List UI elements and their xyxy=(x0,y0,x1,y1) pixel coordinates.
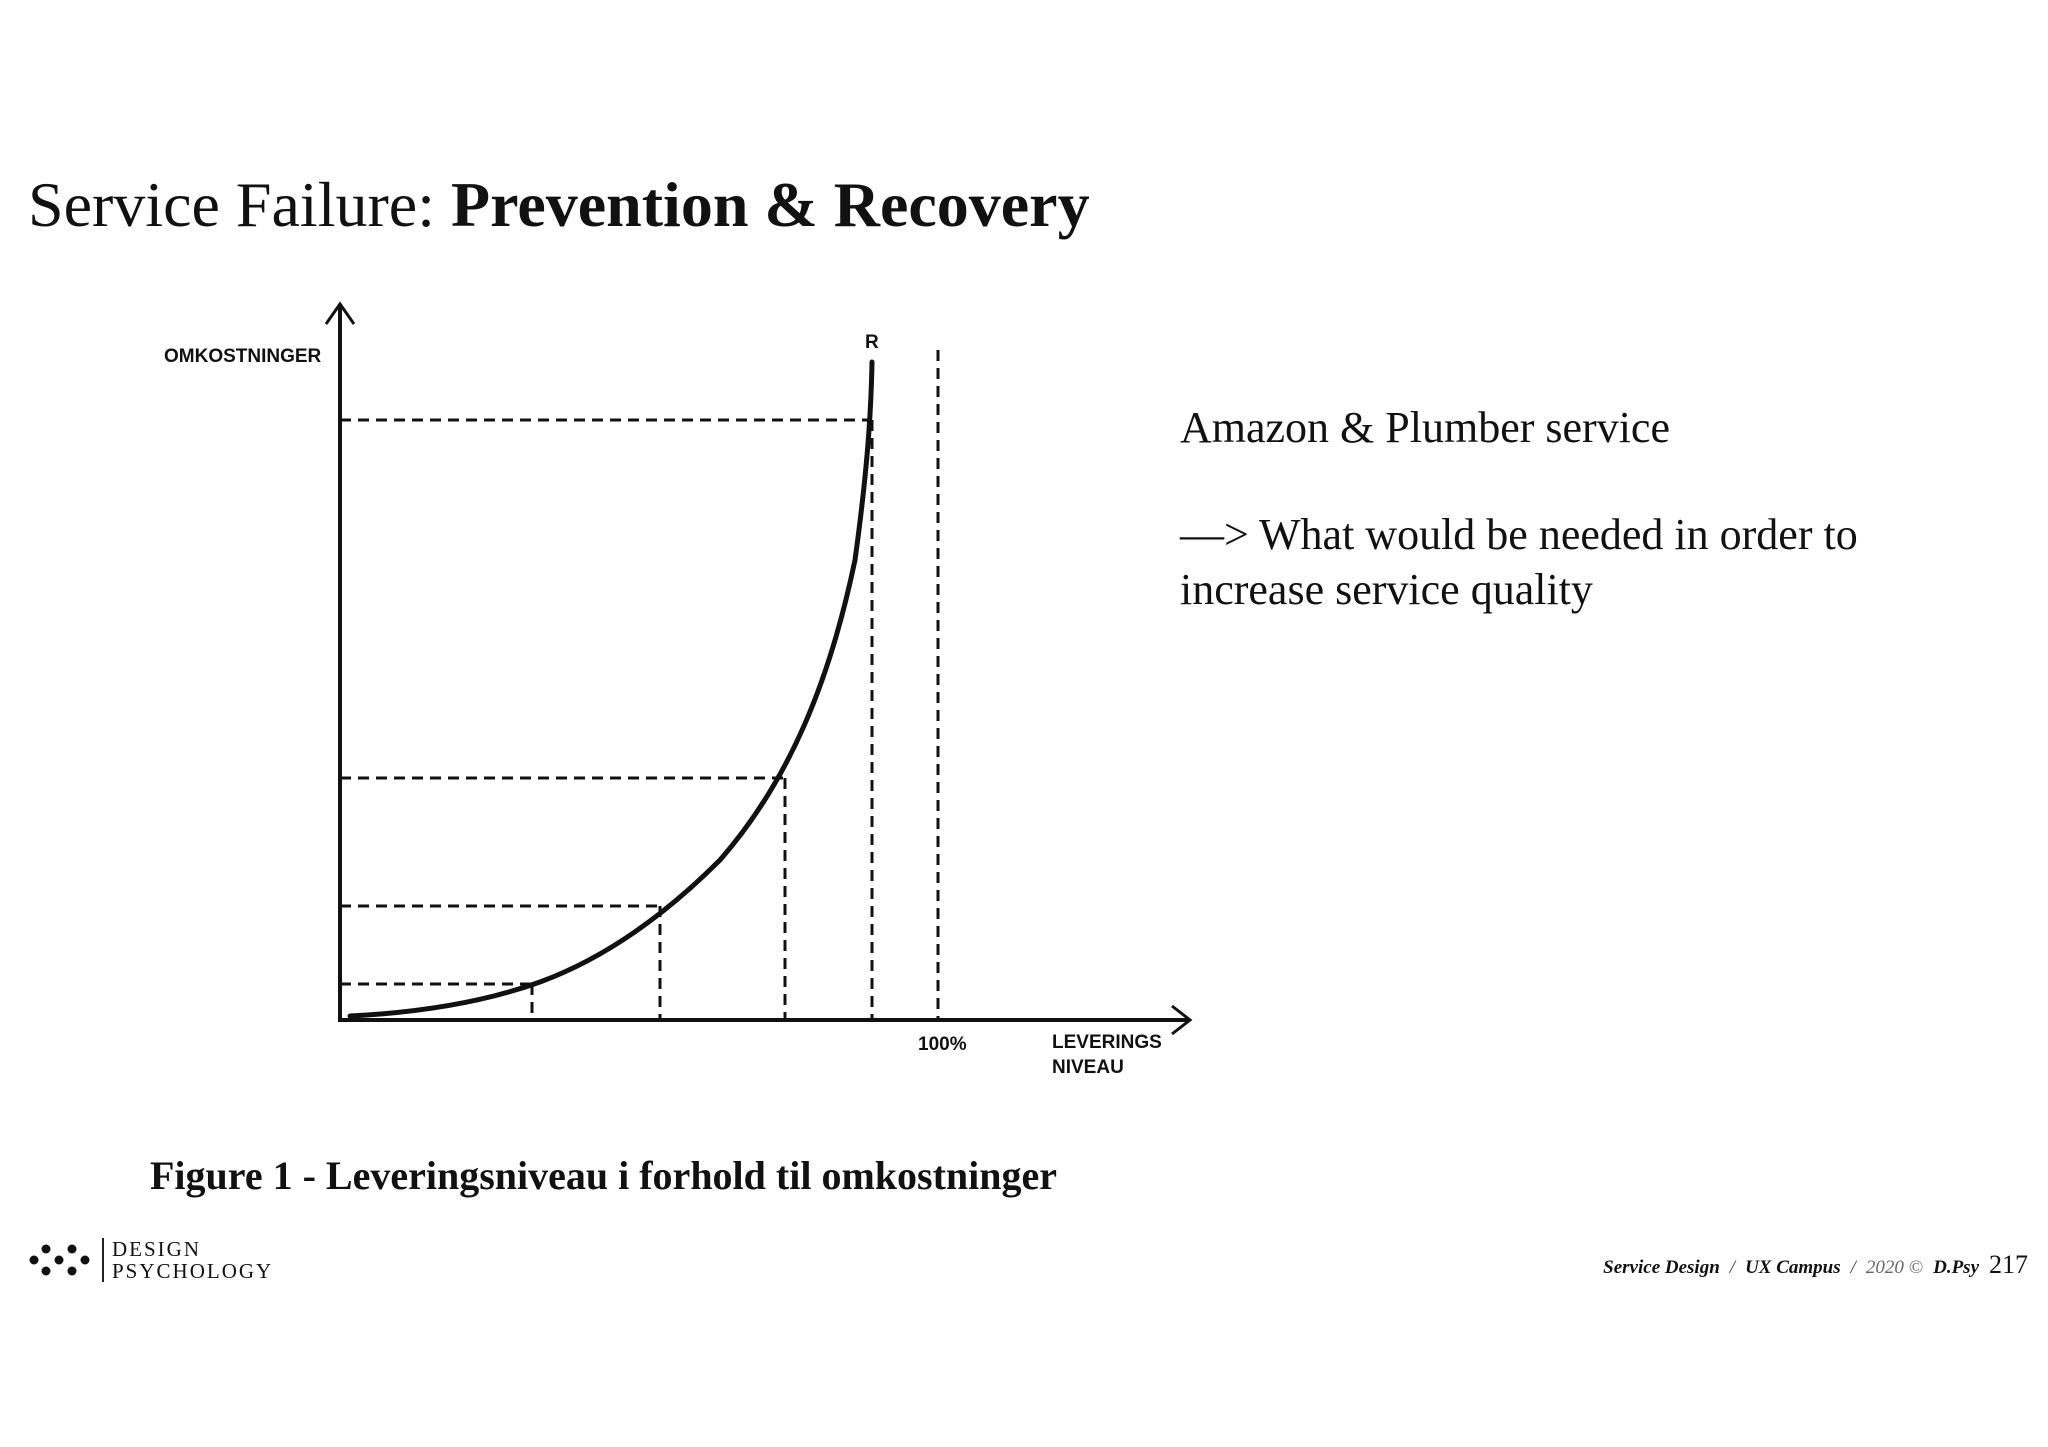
figure-caption: Figure 1 - Leveringsniveau i forhold til… xyxy=(150,1153,1058,1198)
logo-line-1: DESIGN xyxy=(112,1237,201,1261)
dots-logo-icon xyxy=(29,1244,90,1276)
footer-author: D.Psy xyxy=(1933,1257,1979,1278)
x-axis-label-line1: LEVERINGS xyxy=(1052,1032,1162,1053)
side-note-service: Amazon & Plumber service xyxy=(1180,403,1670,452)
title-regular: Service Failure: xyxy=(28,169,451,240)
cost-vs-delivery-diagram: OMKOSTNINGER R 100% LEVERINGS NIVEAU xyxy=(164,301,1193,1078)
x-axis-arrow-icon xyxy=(1171,1004,1193,1036)
side-notes: Amazon & Plumber service —> What would b… xyxy=(1180,400,2000,669)
side-note-question: —> What would be needed in order to incr… xyxy=(1180,510,1858,614)
footer-campus: UX Campus xyxy=(1745,1257,1841,1278)
title-bold: Prevention & Recovery xyxy=(450,169,1090,240)
logo-line-2: PSYCHOLOGY xyxy=(112,1259,274,1284)
slide-title: Service Failure: Prevention & Recovery xyxy=(28,169,1090,240)
slide-footer: Service Design / UX Campus / 2020 © D.Ps… xyxy=(1603,1250,2028,1280)
footer-separator: / xyxy=(1850,1257,1856,1278)
cost-curve xyxy=(347,359,875,1019)
logo-text: DESIGN PSYCHOLOGY xyxy=(102,1238,273,1282)
footer-separator: / xyxy=(1729,1257,1736,1278)
y-axis-label: OMKOSTNINGER xyxy=(164,346,322,367)
hundred-percent-label: 100% xyxy=(918,1034,967,1055)
curve-label-r: R xyxy=(865,332,879,353)
footer-course: Service Design xyxy=(1603,1257,1720,1278)
y-axis-arrow-icon xyxy=(324,301,356,325)
page-number: 217 xyxy=(1989,1250,2028,1279)
footer-year: 2020 © xyxy=(1865,1257,1924,1278)
x-axis-label-line2: NIVEAU xyxy=(1052,1057,1124,1078)
design-psychology-logo: DESIGN PSYCHOLOGY xyxy=(28,1238,273,1282)
